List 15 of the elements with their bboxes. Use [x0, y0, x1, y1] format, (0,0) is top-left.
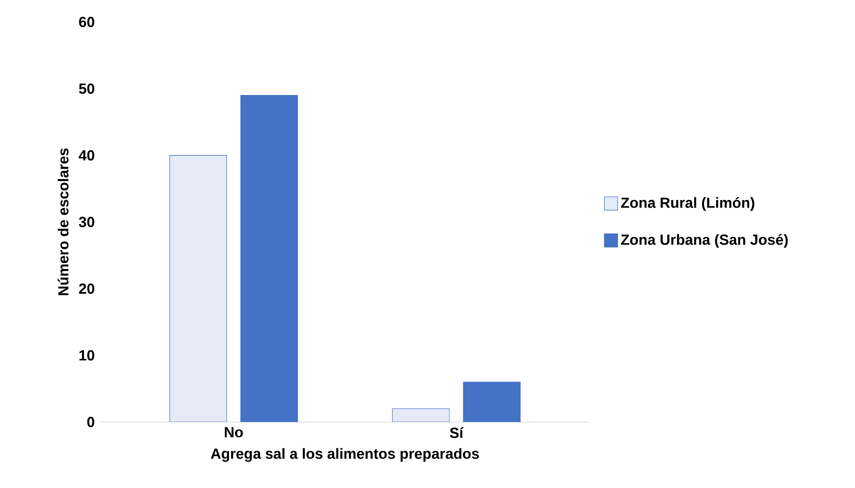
bar	[392, 408, 450, 422]
y-tick-label: 60	[79, 16, 94, 28]
y-tick-label: 40	[78, 150, 94, 161]
y-tick-label: 10	[79, 350, 94, 361]
y-tick-label: 50	[79, 83, 94, 94]
bar	[169, 155, 227, 422]
x-tick-label: Sí	[450, 427, 464, 438]
legend-label: Zona Urbana (San José)	[621, 234, 788, 248]
y-axis-title: Número de escolares	[58, 148, 69, 296]
x-axis-title: Agrega sal a los alimentos preparados	[210, 448, 479, 462]
x-tick-label: No	[224, 427, 243, 438]
y-tick-label: 0	[87, 416, 94, 428]
y-tick-label: 30	[78, 216, 94, 228]
y-tick-label: 20	[79, 283, 94, 294]
legend-label: Zona Rural (Limón)	[621, 197, 754, 211]
